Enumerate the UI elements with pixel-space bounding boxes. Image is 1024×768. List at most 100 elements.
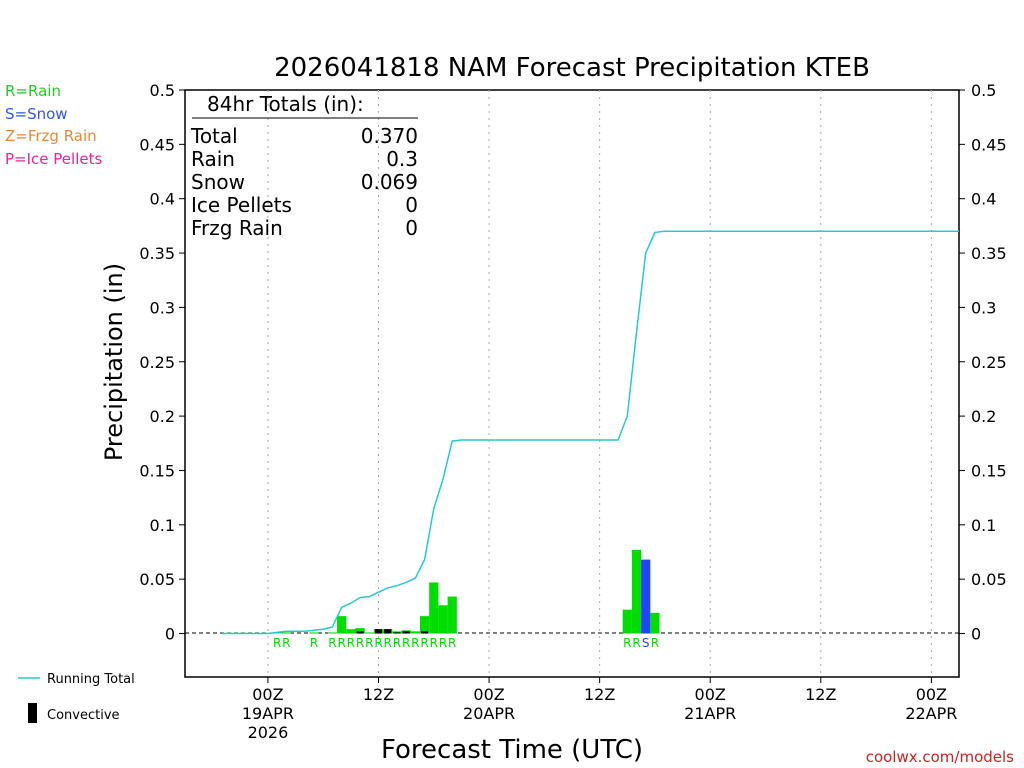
ptype-label: R (623, 636, 631, 650)
totals-label-frzg: Frzg Rain (191, 216, 283, 240)
y-axis-label: Precipitation (in) (100, 263, 128, 461)
totals-heading: 84hr Totals (in): (207, 92, 364, 116)
ptype-label: R (420, 636, 428, 650)
y-tick-label-left: 0.15 (139, 461, 175, 480)
precip-bar (364, 632, 374, 634)
ptype-label: R (310, 636, 318, 650)
ptype-label: R (328, 636, 336, 650)
y-tick-label-left: 0.4 (150, 190, 175, 209)
ptype-label: R (347, 636, 355, 650)
x-tick-date: 21APR (684, 704, 736, 723)
credit-text: coolwx.com/models (866, 748, 1014, 766)
totals-value-pellets: 0 (405, 193, 418, 217)
y-tick-label-right: 0.15 (971, 461, 1007, 480)
y-tick-label-left: 0.05 (139, 570, 175, 589)
totals-label-rain: Rain (191, 147, 235, 171)
x-tick-label: 00Z (473, 685, 504, 704)
x-tick-year: 2026 (248, 723, 289, 742)
totals-value-total: 0.370 (361, 124, 418, 148)
totals-value-snow: 0.069 (361, 170, 418, 194)
convective-bar (356, 631, 364, 634)
convective-bar (402, 631, 410, 634)
ptype-label: R (374, 636, 382, 650)
precip-bar (447, 596, 457, 634)
precip-bar (281, 632, 291, 634)
x-tick-label: 12Z (584, 685, 615, 704)
ptype-label: R (411, 636, 419, 650)
legend-convective: Convective (47, 708, 120, 723)
y-tick-label-left: 0.25 (139, 353, 175, 372)
legend-running-total: Running Total (47, 672, 135, 687)
x-tick-date: 22APR (905, 704, 957, 723)
legend-frzg: Z=Frzg Rain (5, 127, 97, 145)
ptype-label: R (365, 636, 373, 650)
plot-frame (184, 89, 960, 678)
convective-bar (393, 632, 401, 634)
precip-bar (622, 609, 632, 634)
precip-bar (429, 582, 439, 634)
y-tick-label-right: 0.3 (971, 298, 996, 317)
chart-title: 2026041818 NAM Forecast Precipitation KT… (274, 53, 870, 83)
precip-bar (309, 632, 319, 634)
ptype-label: R (448, 636, 456, 650)
running-total-line (221, 230, 959, 635)
y-tick-label-right: 0.4 (971, 190, 996, 209)
ptype-label: R (337, 636, 345, 650)
ptype-label: R (384, 636, 392, 650)
x-tick-label: 00Z (252, 685, 283, 704)
y-tick-label-right: 0.1 (971, 516, 996, 535)
legend-pellets: P=Ice Pellets (5, 150, 102, 168)
ptype-label: R (273, 636, 281, 650)
x-tick-label: 12Z (363, 685, 394, 704)
ptype-label: R (356, 636, 364, 650)
precip-bar (337, 616, 347, 634)
precip-bar (641, 559, 651, 634)
legend-snow: S=Snow (5, 105, 68, 123)
precip-bar (355, 628, 365, 634)
convective-bars (356, 629, 429, 634)
y-tick-label-left: 0.3 (150, 298, 175, 317)
ptype-label: R (282, 636, 290, 650)
precip-bar (410, 631, 420, 634)
y-tick-label-right: 0.25 (971, 353, 1007, 372)
totals-box: 84hr Totals (in): Total 0.370 Rain 0.3 S… (190, 92, 418, 240)
x-tick-label: 00Z (916, 685, 947, 704)
ptype-label: R (402, 636, 410, 650)
convective-bar (384, 629, 392, 634)
y-axis: 0 00.05 0.050.1 0.10.15 0.150.2 0.20.25 0.250.… (139, 81, 1006, 644)
precip-bar (438, 605, 448, 634)
totals-value-frzg: 0 (405, 216, 418, 240)
ptype-label: R (393, 636, 401, 650)
precip-bar (631, 549, 642, 634)
x-tick-label: 12Z (805, 685, 836, 704)
precip-bar (346, 629, 356, 634)
y-tick-label-right: 0.5 (971, 81, 996, 100)
legend-rain: R=Rain (5, 82, 61, 100)
convective-bar (374, 629, 383, 634)
y-tick-label-left: 0.5 (150, 81, 175, 100)
ptype-label: R (651, 636, 659, 650)
totals-value-rain: 0.3 (386, 147, 418, 171)
totals-label-snow: Snow (191, 170, 245, 194)
y-tick-label-left: 0 (165, 625, 175, 644)
precip-bar (650, 612, 660, 634)
ptype-label: S (642, 636, 650, 650)
precip-bar (419, 616, 430, 634)
x-tick-label: 00Z (695, 685, 726, 704)
y-tick-label-left: 0.35 (139, 244, 175, 263)
ptype-label: R (632, 636, 640, 650)
x-tick-date: 19APR (242, 704, 294, 723)
convective-bar (420, 631, 429, 634)
ptype-label: R (430, 636, 438, 650)
precip-bars (272, 549, 660, 634)
y-tick-label-left: 0.1 (150, 516, 175, 535)
x-tick-date: 20APR (463, 704, 515, 723)
legend-convective-swatch (28, 703, 37, 723)
totals-label-pellets: Ice Pellets (191, 193, 292, 217)
y-tick-label-right: 0.35 (971, 244, 1007, 263)
y-tick-label-right: 0.45 (971, 135, 1007, 154)
ptype-label: R (439, 636, 447, 650)
x-axis-label: Forecast Time (UTC) (381, 735, 643, 765)
